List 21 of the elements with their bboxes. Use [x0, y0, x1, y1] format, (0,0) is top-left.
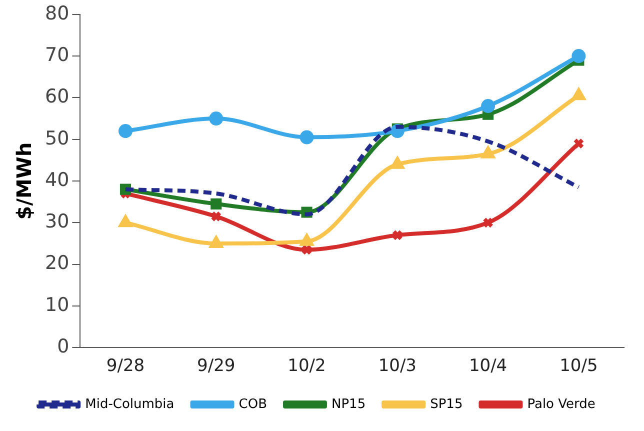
legend-label: Mid-Columbia	[85, 396, 174, 412]
x-tick-label: 9/29	[197, 356, 236, 376]
x-tick-label: 10/3	[378, 356, 416, 376]
legend-label: SP15	[430, 396, 463, 412]
x-tick-label: 10/4	[468, 356, 508, 376]
y-tick-label: 20	[44, 252, 70, 274]
y-tick-label: 30	[44, 210, 70, 233]
y-tick-label: 80	[44, 2, 70, 24]
legend-label: Palo Verde	[527, 396, 596, 412]
y-axis-title: $/MWh	[12, 142, 36, 220]
legend-label: COB	[238, 396, 267, 412]
x-tick-label: 10/5	[560, 356, 598, 376]
y-tick-label: 50	[44, 127, 70, 150]
x-tick-label: 10/2	[288, 356, 326, 376]
x-tick-label: 9/28	[106, 356, 145, 376]
y-tick-label: 60	[44, 86, 70, 108]
y-tick-label: 10	[44, 294, 70, 316]
y-tick-label: 0	[57, 336, 70, 358]
legend-label: NP15	[331, 396, 366, 412]
y-tick-label: 40	[44, 168, 70, 191]
y-tick-label: 70	[44, 44, 70, 66]
